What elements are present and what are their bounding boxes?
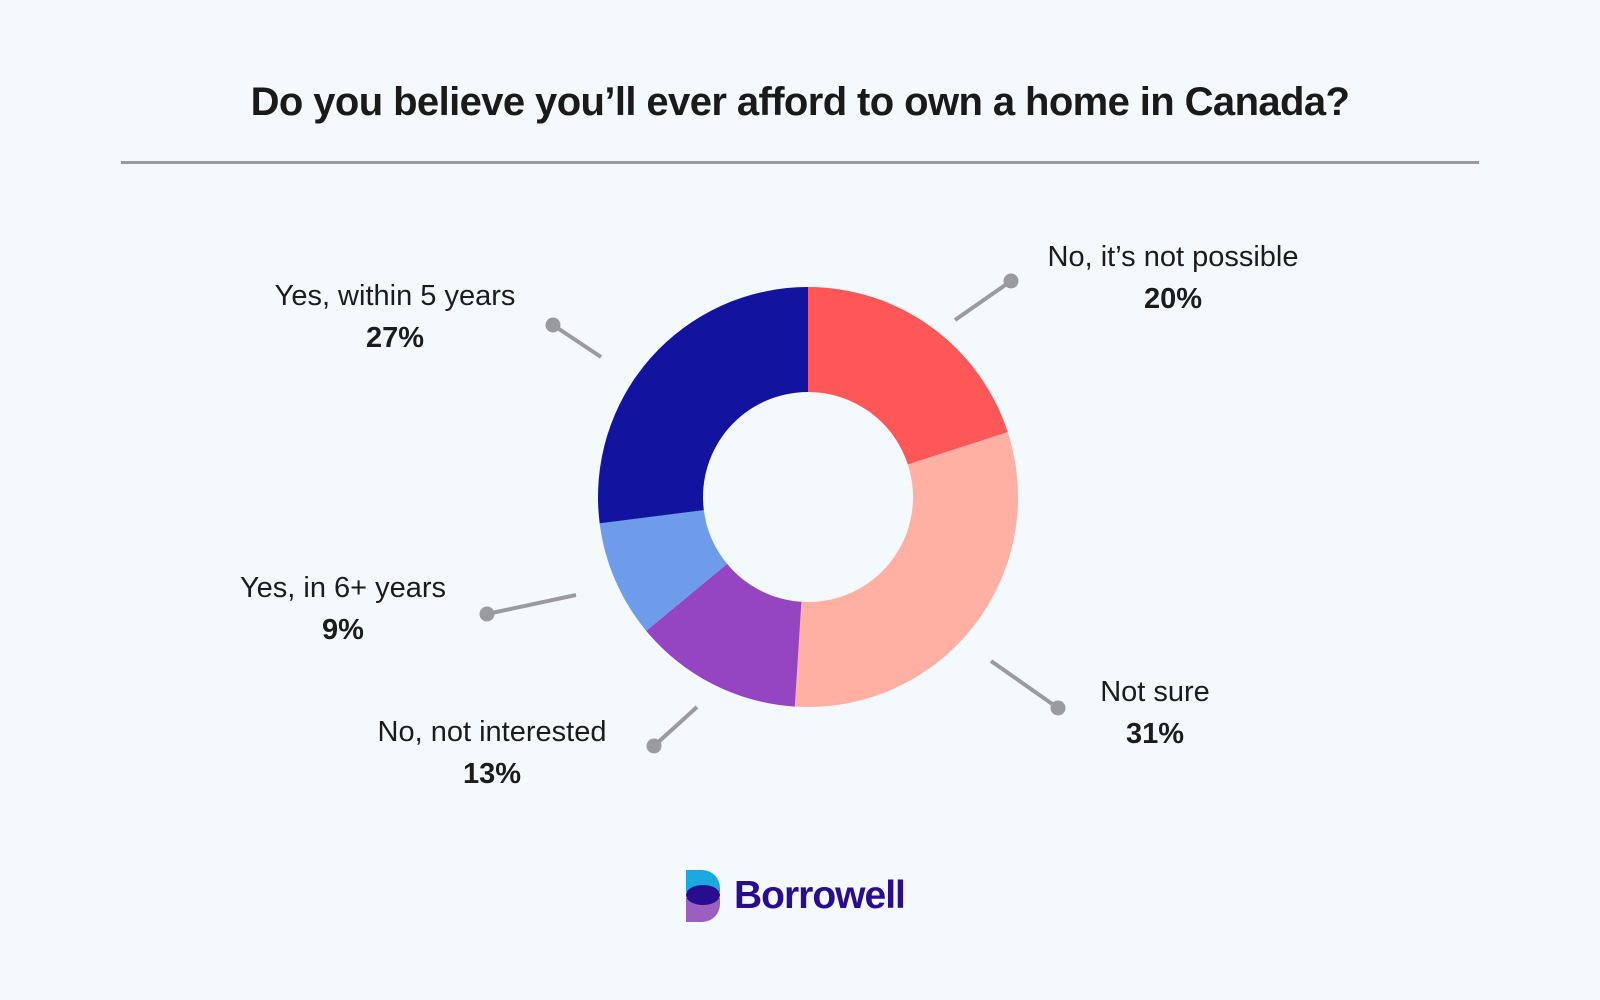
callout-name: No, not interested: [377, 716, 607, 748]
leader-line: [652, 705, 699, 748]
callout-not-sure: Not sure 31%: [1100, 671, 1210, 755]
callout-no-not-interested: No, not interested 13%: [378, 711, 607, 795]
callout-name: Yes, within 5 years: [274, 280, 516, 312]
callout-no-not-possible: No, it’s not possible 20%: [1048, 236, 1299, 320]
leader-dot: [646, 738, 662, 754]
callout-yes-within-5-years: Yes, within 5 years 27%: [275, 275, 516, 359]
leader-dot: [479, 606, 495, 622]
donut-slices: [597, 287, 1018, 707]
leader-line: [989, 659, 1060, 710]
leader-line: [953, 279, 1013, 322]
leader-lines: [479, 273, 1066, 754]
leader-line: [551, 323, 603, 359]
borrowell-wordmark: Borrowell: [734, 874, 906, 917]
callout-value: 13%: [462, 758, 522, 791]
callout-name: Yes, in 6+ years: [239, 572, 447, 604]
donut-slice-yes-within-5-years: [597, 287, 808, 524]
donut-slice-no-not-interested: [646, 563, 802, 707]
callout-value: 20%: [1143, 283, 1203, 316]
leader-dot: [1003, 273, 1019, 289]
callout-name: Not sure: [1100, 676, 1210, 708]
title-divider: [121, 161, 1479, 164]
leader-dot: [1050, 700, 1066, 716]
callout-value: 27%: [365, 322, 425, 355]
chart-title: Do you believe you’ll ever afford to own…: [250, 80, 1350, 124]
donut-slice-yes-in-6-years: [599, 510, 728, 631]
borrowell-logo-icon: [686, 870, 720, 922]
borrowell-logo: Borrowell: [686, 870, 906, 922]
callout-yes-6-plus-years: Yes, in 6+ years 9%: [240, 567, 446, 651]
donut-slice-not-sure: [794, 432, 1018, 707]
donut-slice-no-it-s-not-possible: [808, 287, 1008, 465]
callout-name: No, it’s not possible: [1047, 241, 1299, 273]
leader-line: [486, 593, 577, 616]
callout-value: 31%: [1125, 718, 1185, 751]
callout-value: 9%: [322, 614, 364, 647]
leader-dot: [545, 317, 561, 333]
